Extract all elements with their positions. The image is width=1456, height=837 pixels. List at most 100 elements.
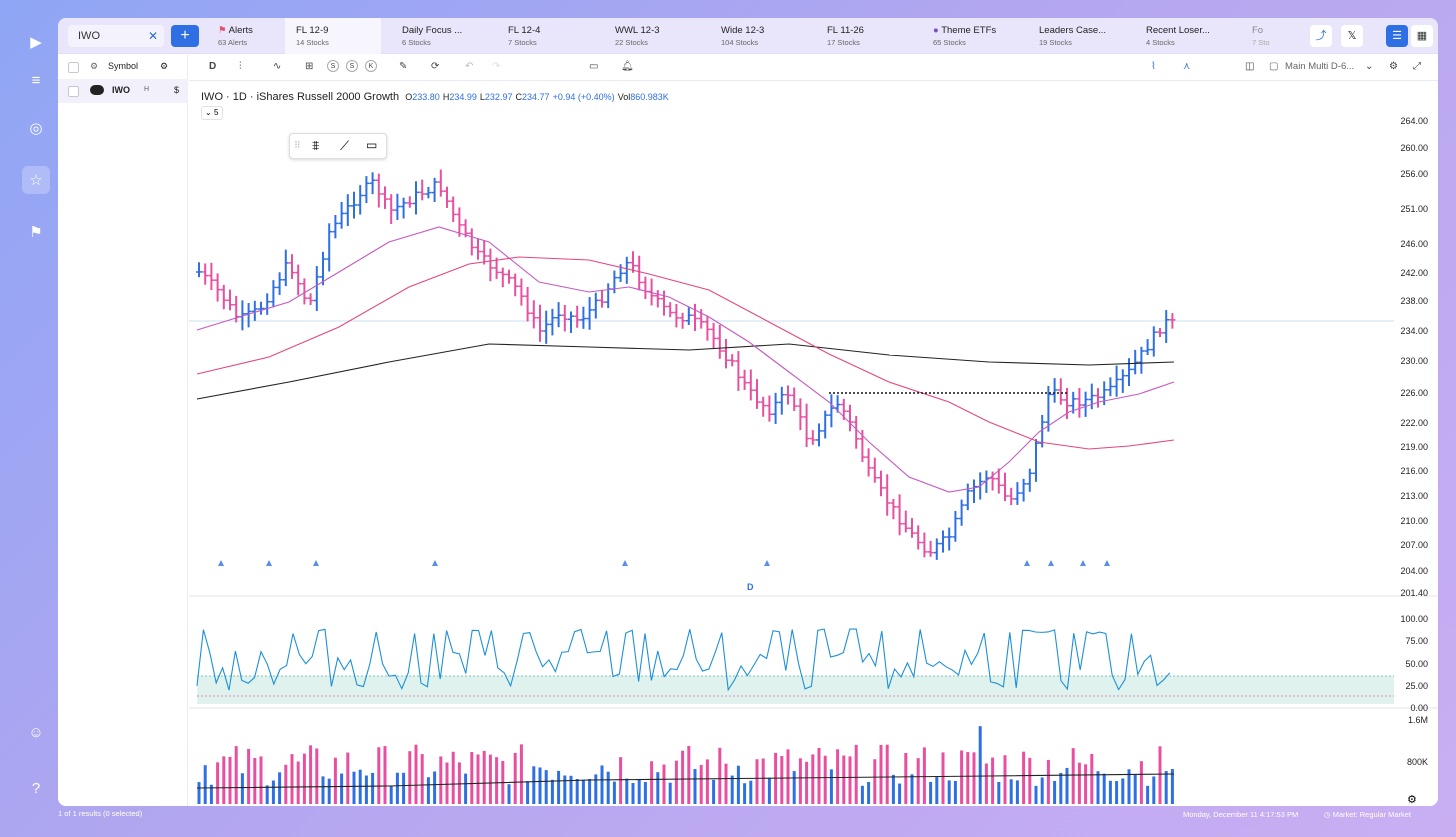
calendar-icon[interactable]: ▭ <box>589 61 599 72</box>
volume-bar <box>805 761 809 804</box>
avatar[interactable]: ☺ <box>28 723 44 741</box>
x-social-icon[interactable]: 𝕏 <box>1341 25 1363 47</box>
chart-line-icon[interactable]: ⌇ <box>1151 61 1156 72</box>
help-icon[interactable]: ? <box>31 779 41 797</box>
row-checkbox[interactable] <box>68 86 79 97</box>
volume-bar <box>997 781 1001 804</box>
dividend-marker[interactable]: D <box>747 582 754 592</box>
axis-settings-icon[interactable]: ⚙ <box>1407 794 1417 806</box>
watchlist-tabs-bar: IWO ✕ + ⚑ Alerts 63 Alerts FL 12-9 14 St… <box>58 18 1438 54</box>
volume-bar <box>668 782 672 804</box>
menu-icon[interactable]: ≡ <box>31 71 41 89</box>
volume-bar <box>290 754 294 804</box>
symbol-flag: H <box>144 86 150 93</box>
close-value: 234.77 <box>522 92 550 102</box>
volume-bar <box>321 776 325 804</box>
volume-bar <box>581 779 585 804</box>
volume-bar <box>482 750 486 804</box>
tab-wwl-12-3[interactable]: WWL 12-3 22 Stocks <box>615 25 660 47</box>
gear-icon[interactable]: ⚙ <box>160 61 169 71</box>
volume-bar <box>767 777 771 804</box>
tab-theme-etfs[interactable]: ● Theme ETFs 65 Stocks <box>933 25 997 47</box>
tab-wide-12-3[interactable]: Wide 12-3 104 Stocks <box>721 25 765 47</box>
add-button[interactable]: + <box>171 25 199 47</box>
indicators-icon[interactable]: ∿ <box>273 61 282 72</box>
comment-icon[interactable]: ▭ <box>366 138 378 152</box>
volume-bar <box>445 762 449 804</box>
k-button[interactable]: K <box>365 60 377 72</box>
radar-icon[interactable]: ◎ <box>29 120 43 137</box>
layouts-icon[interactable]: ⊞ <box>305 61 314 72</box>
volume-bar <box>780 756 784 804</box>
redo-icon[interactable]: ↷ <box>492 61 501 72</box>
results-count: 1 of 1 results (0 selected) <box>58 809 143 818</box>
volume-bar <box>1077 762 1081 804</box>
s-button-2[interactable]: S <box>346 60 358 72</box>
undo-icon[interactable]: ↶ <box>465 61 474 72</box>
indicator-collapse-button[interactable]: ⌄ 5 <box>201 106 223 120</box>
volume-bar <box>1059 772 1063 804</box>
symbol-column-header[interactable]: Symbol <box>108 61 139 71</box>
volume-bar <box>736 765 740 804</box>
s-button-1[interactable]: S <box>327 60 339 72</box>
volume-bar <box>712 779 716 804</box>
list-view-icon[interactable]: ☰ <box>1386 25 1408 47</box>
symbol-search-input[interactable]: IWO ✕ <box>68 25 164 47</box>
share-icon[interactable]: ⤴ <box>1310 25 1332 47</box>
drag-handle-icon[interactable]: ⠿ <box>294 140 301 150</box>
tab-fl-12-4[interactable]: FL 12-4 7 Stocks <box>508 25 541 47</box>
volume-bar <box>408 751 412 804</box>
oscillator-tick-label: 75.00 <box>1405 636 1428 646</box>
tab-fl-11-26[interactable]: FL 11-26 17 Stocks <box>827 25 864 47</box>
list-item[interactable]: IWO H $ <box>58 79 188 103</box>
bars-pattern-icon[interactable]: ⩨ <box>312 138 320 153</box>
settings-icon[interactable]: ⚙ <box>1389 61 1398 72</box>
bar-style-icon[interactable]: ⫶ <box>239 61 242 72</box>
volume-bar <box>507 784 511 804</box>
volume-bar <box>705 759 709 804</box>
tab-alerts[interactable]: ⚑ Alerts 63 Alerts <box>218 25 253 47</box>
panel-icon[interactable]: ◫ <box>1245 61 1255 72</box>
tab-fo[interactable]: Fo 7 Sto <box>1252 25 1270 47</box>
layout-name-select[interactable]: Main Multi D-6... <box>1285 61 1355 72</box>
tab-leaders-case[interactable]: Leaders Case... 19 Stocks <box>1039 25 1107 47</box>
chevron-down-icon[interactable]: ⌄ <box>1365 61 1374 72</box>
price-tick-label: 204.00 <box>1400 566 1428 576</box>
tab-fl-12-9[interactable]: FL 12-9 14 Stocks <box>285 18 381 54</box>
chart-area[interactable]: IWO · 1D · iShares Russell 2000 Growth O… <box>189 82 1438 806</box>
volume-bar <box>612 781 616 804</box>
nodes-icon[interactable]: ⋏ <box>1183 61 1191 72</box>
chart-toolbar: D ⫶ ∿ ⊞ S S K ✎ ⟳ ↶ ↷ ▭ 🔔︎ ⌇ ⋏ ◫ ▢ Main … <box>189 55 1438 81</box>
volume-bar <box>693 769 697 804</box>
settings-small-icon[interactable]: ⚙ <box>90 61 99 71</box>
logo-icon[interactable]: ▶ <box>30 34 42 51</box>
volume-bar <box>420 754 424 804</box>
interval-button[interactable]: D <box>209 61 217 72</box>
signal-marker <box>1024 560 1030 566</box>
volume-bar <box>1102 773 1106 804</box>
volume-bar <box>439 756 443 804</box>
tab-daily-focus[interactable]: Daily Focus ... 6 Stocks <box>402 25 463 47</box>
volume-bar <box>253 758 257 804</box>
symbol-list-header: ⚙ Symbol ⚙ <box>58 55 188 79</box>
draw-pencil-icon[interactable]: ✎ <box>399 61 408 72</box>
flag-icon[interactable]: ⚑ <box>29 224 43 241</box>
tab-recent-losers[interactable]: Recent Loser... 4 Stocks <box>1146 25 1210 47</box>
trendline-icon[interactable]: ⟋ <box>340 138 350 153</box>
oscillator-tick-label: 0.00 <box>1410 703 1428 713</box>
volume-bar <box>935 777 939 804</box>
watchlist-star-icon[interactable]: ☆ <box>22 166 50 194</box>
bell-icon[interactable]: 🔔︎ <box>621 61 634 72</box>
volume-bar <box>941 752 945 804</box>
grid-view-icon[interactable]: ▦ <box>1411 25 1433 47</box>
refresh-icon[interactable]: ⟳ <box>431 61 440 72</box>
ishares-logo-icon <box>90 85 104 95</box>
volume-bar <box>867 781 871 804</box>
clear-search-icon[interactable]: ✕ <box>147 29 158 43</box>
high-value: 234.99 <box>449 92 477 102</box>
select-all-checkbox[interactable] <box>68 62 79 73</box>
volume-bar <box>526 781 530 804</box>
volume-bar <box>873 759 877 804</box>
folder-icon[interactable]: ▢ <box>1269 61 1279 72</box>
fullscreen-icon[interactable]: ⤢ <box>1413 61 1421 72</box>
